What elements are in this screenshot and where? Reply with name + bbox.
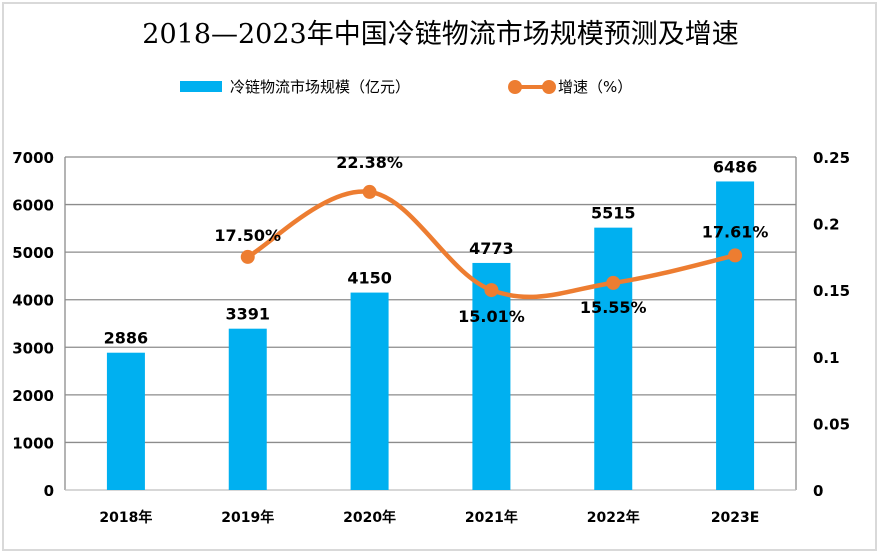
y-left-tick-label: 6000 [12,197,54,215]
line-value-label: 22.38% [336,153,403,172]
chart-legend: 冷链物流市场规模（亿元） 增速（%） [0,76,881,100]
bar [472,262,511,490]
chart-title: 2018—2023年中国冷链物流市场规模预测及增速 [142,19,739,50]
line-marker [606,275,621,290]
y-right-tick-label: 0.1 [813,349,840,367]
x-tick-label: 2018年 [99,509,152,526]
bar-value-label: 4773 [469,239,514,258]
bar-series [106,181,755,491]
line-value-label: 17.50% [214,226,281,245]
y-right-tick-label: 0.2 [813,216,840,234]
y-right-tick-label: 0.15 [813,282,850,300]
bar-value-label: 6486 [713,157,758,176]
tick-labels: 0 1000 2000 3000 4000 5000 6000 7000 0 0.05 0.1 0.1… [12,149,850,526]
legend-swatch-bar [180,81,222,92]
bar-value-label: 2886 [104,329,149,348]
line-value-label: 15.55% [580,298,647,317]
y-left-tick-label: 4000 [12,292,54,310]
x-tick-label: 2019年 [221,509,274,526]
line-value-label: 15.01% [458,307,525,326]
bar-value-label: 5515 [591,204,636,223]
bar-value-label: 3391 [225,305,270,324]
line-marker [484,283,499,298]
legend-swatch-line [508,79,556,94]
bar [228,328,267,490]
line-marker [362,184,377,199]
legend-item-market-size[interactable]: 冷链物流市场规模（亿元） [180,76,410,97]
data-labels: 2886 3391 4150 4773 5515 6486 17.50% 22.38% 15.0… [104,153,769,348]
y-right-tick-label: 0.05 [813,415,850,433]
x-tick-label: 2022年 [587,509,640,526]
y-left-tick-label: 3000 [12,339,54,357]
y-right-tick-label: 0 [813,482,823,500]
line-marker [728,248,743,263]
y-left-tick-label: 0 [44,482,54,500]
legend-item-growth-rate[interactable]: 增速（%） [508,76,632,97]
y-left-tick-label: 2000 [12,387,54,405]
y-left-tick-label: 7000 [12,149,54,167]
legend-label-market-size: 冷链物流市场规模（亿元） [230,78,411,96]
legend-label-growth-rate: 增速（%） [558,78,633,96]
line-value-label: 17.61% [702,222,769,241]
axes [64,157,797,491]
x-tick-label: 2021年 [465,509,518,526]
line-marker [240,249,255,264]
bar [594,227,633,491]
x-tick-label: 2020年 [343,509,396,526]
x-tick-label: 2023E [711,510,760,526]
y-right-tick-label: 0.25 [813,149,850,167]
y-left-tick-label: 5000 [12,244,54,262]
bar [716,181,755,490]
gridlines [65,156,796,444]
line-series [240,184,743,300]
y-left-tick-label: 1000 [12,434,54,452]
bar [350,292,389,490]
bar [106,352,145,490]
bar-value-label: 4150 [347,269,392,288]
